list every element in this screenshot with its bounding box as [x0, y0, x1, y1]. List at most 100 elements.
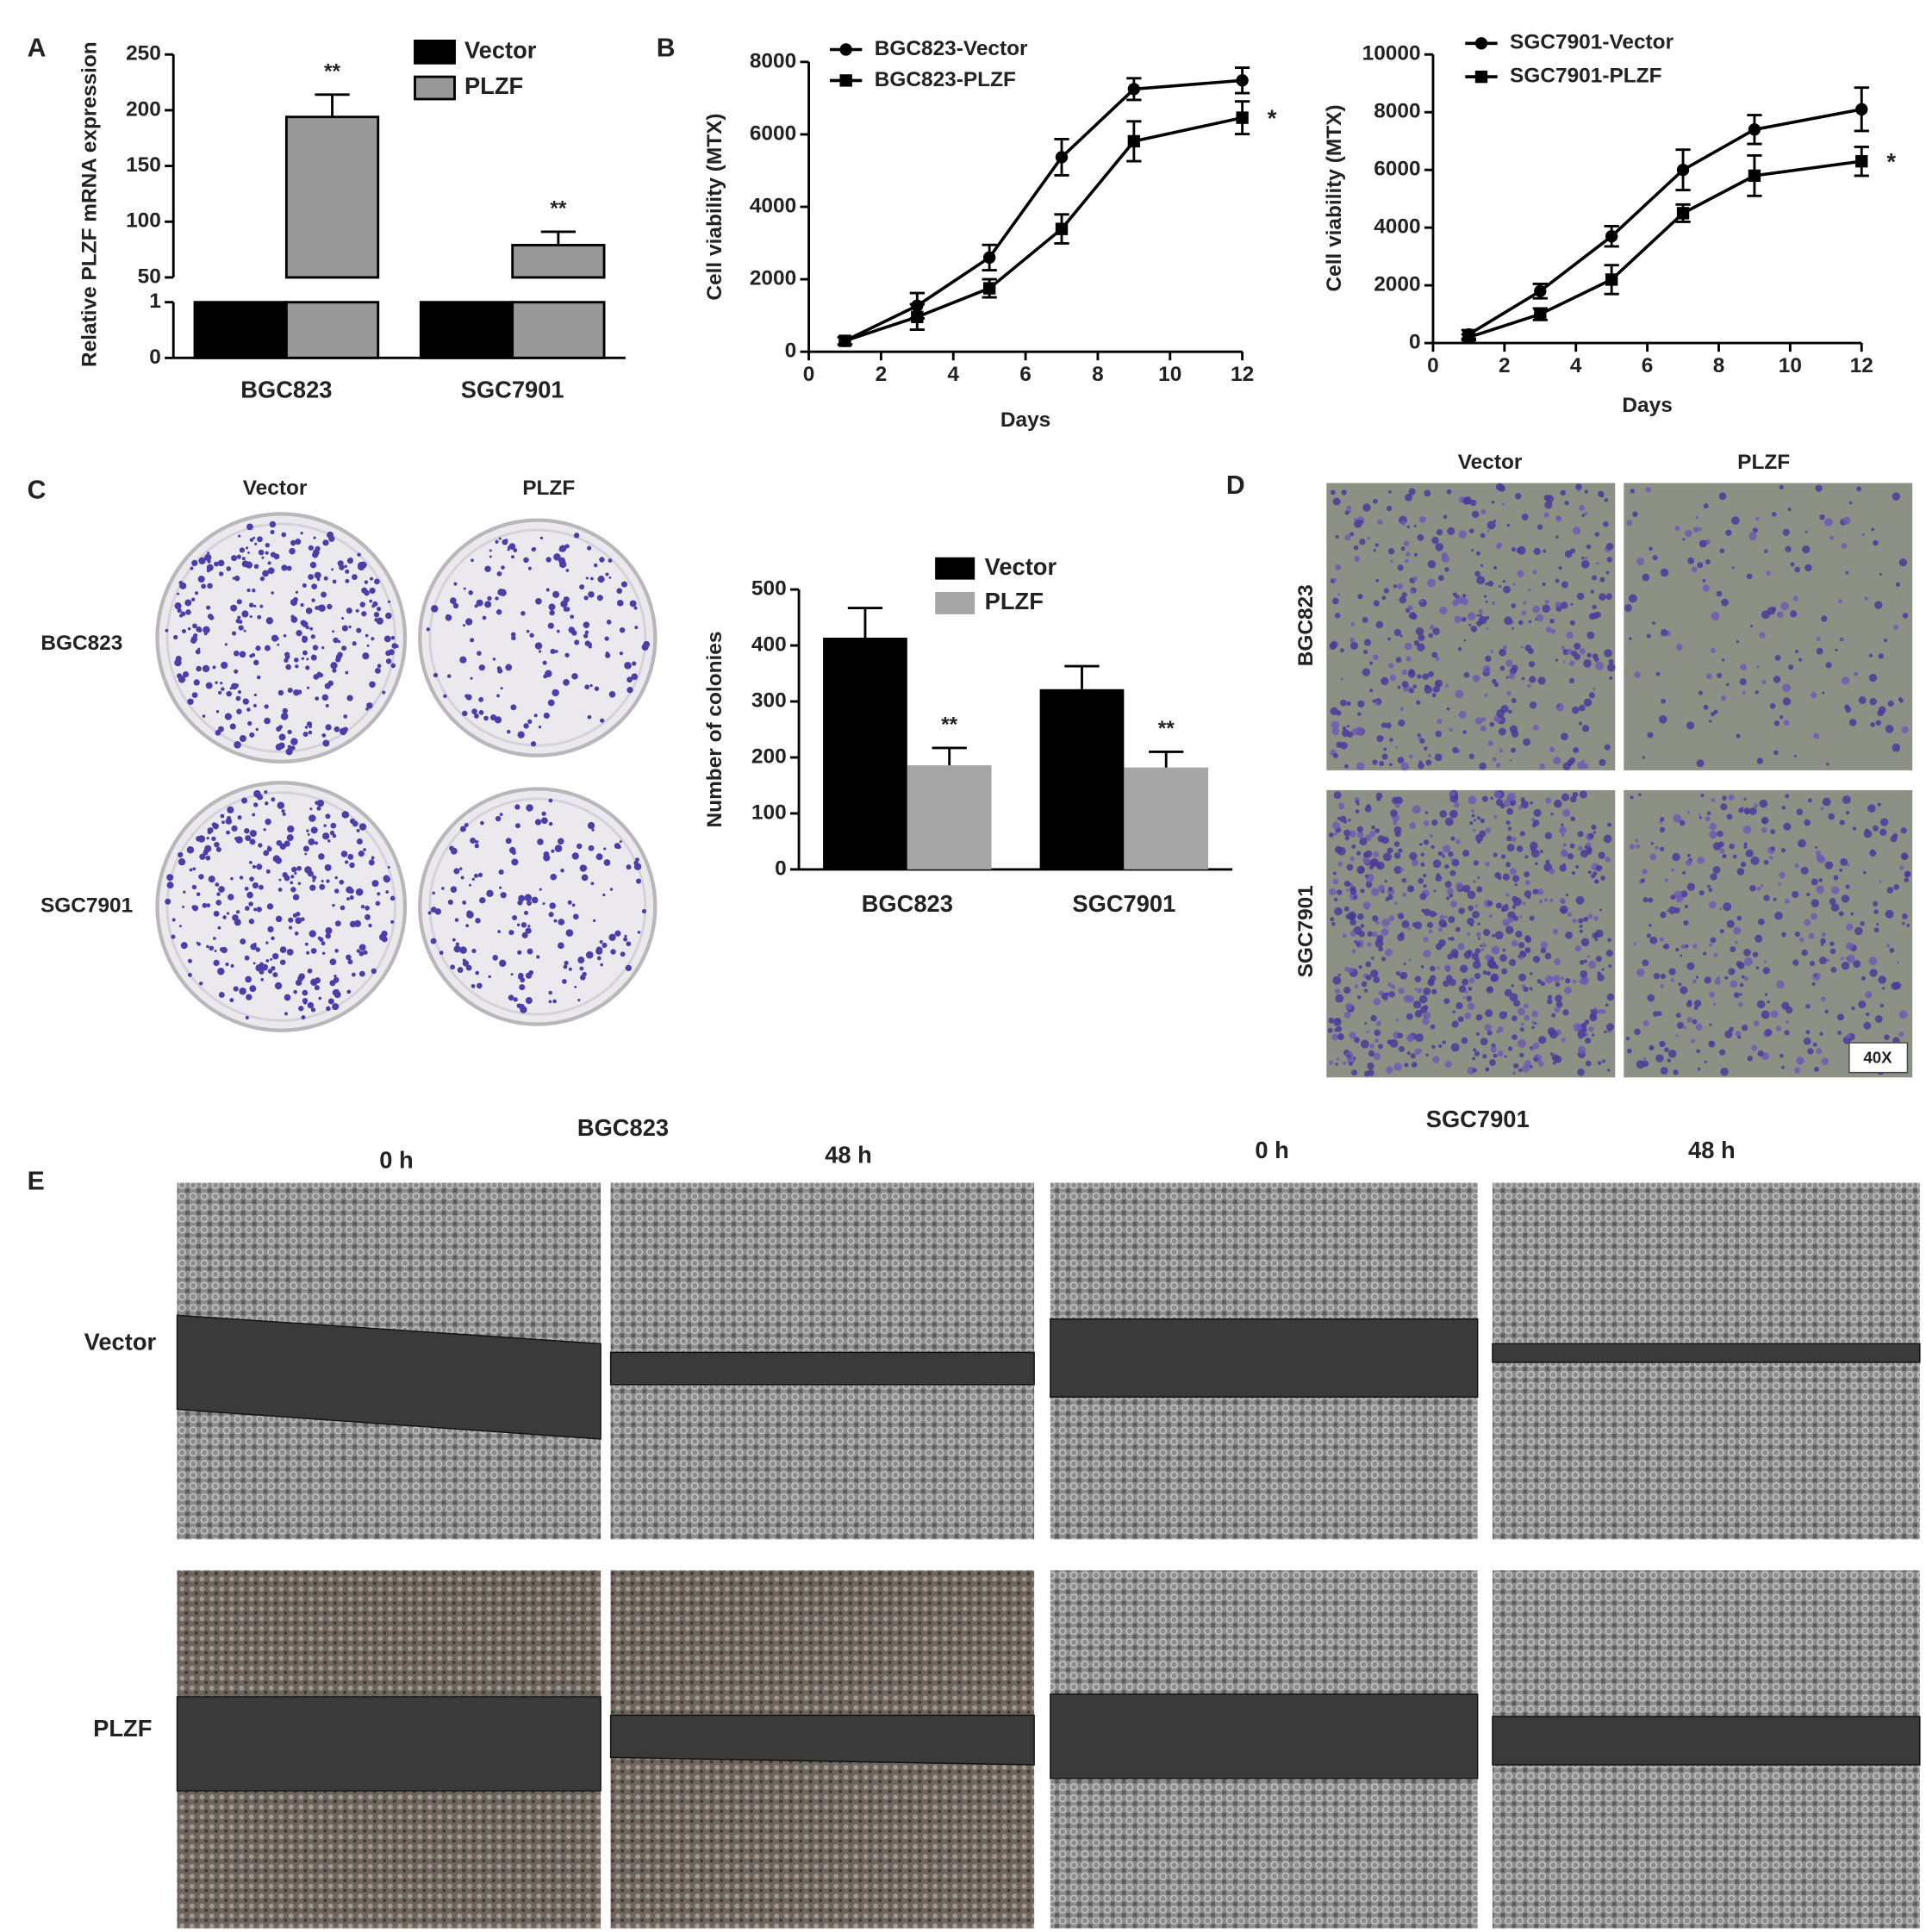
- stained-cell: [1508, 709, 1512, 714]
- stained-cell: [1344, 510, 1349, 515]
- stained-cell: [1427, 560, 1437, 569]
- stained-cell: [1337, 862, 1343, 867]
- stained-cell: [1468, 528, 1474, 534]
- stained-cell: [1447, 527, 1455, 535]
- stained-cell: [1532, 956, 1541, 963]
- colony: [191, 559, 198, 567]
- stained-cell: [1366, 1030, 1369, 1034]
- colony: [265, 543, 271, 548]
- colony: [329, 980, 336, 987]
- stained-cell: [1390, 559, 1393, 564]
- stained-cell: [1446, 489, 1452, 495]
- colony: [363, 950, 368, 955]
- stained-cell: [1506, 523, 1511, 527]
- colony: [599, 939, 603, 944]
- stained-cell: [1845, 884, 1850, 889]
- stained-cell: [1344, 836, 1349, 841]
- stained-cell: [1763, 859, 1769, 865]
- stained-cell: [1505, 820, 1511, 826]
- colony: [492, 955, 499, 961]
- stained-cell: [1509, 725, 1518, 733]
- stained-cell: [1334, 988, 1340, 994]
- stained-cell: [1555, 1000, 1563, 1008]
- colony: [239, 651, 246, 658]
- colony: [285, 664, 291, 670]
- colony: [332, 630, 335, 633]
- colony: [332, 579, 337, 584]
- colony: [548, 603, 556, 611]
- colony: [334, 876, 338, 880]
- stained-cell: [1560, 601, 1568, 609]
- stained-cell: [1659, 1040, 1666, 1048]
- stained-cell: [1466, 995, 1473, 1002]
- stained-cell: [1873, 927, 1879, 933]
- stained-cell: [1632, 511, 1638, 518]
- stained-cell: [1374, 701, 1379, 706]
- stained-cell: [1787, 507, 1792, 511]
- colony: [285, 748, 293, 756]
- colony: [315, 801, 319, 805]
- stained-cell: [1381, 992, 1389, 1000]
- colony: [523, 557, 529, 564]
- stained-cell: [1604, 1030, 1607, 1034]
- legend-label: PLZF: [464, 72, 523, 99]
- stained-cell: [1432, 1056, 1440, 1063]
- stained-cell: [1387, 982, 1393, 988]
- stained-cell: [1493, 1053, 1498, 1058]
- colony: [186, 845, 195, 854]
- stained-cell: [1703, 951, 1707, 956]
- stained-cell: [1755, 516, 1760, 521]
- stained-cell: [1407, 927, 1411, 931]
- stained-cell: [1499, 584, 1502, 589]
- y-tick-label: 4000: [1374, 215, 1420, 239]
- stained-cell: [1544, 599, 1550, 605]
- colony: [539, 650, 542, 653]
- stained-cell: [1889, 947, 1895, 953]
- colony: [600, 963, 603, 967]
- stained-cell: [1684, 904, 1689, 909]
- colony: [208, 564, 211, 568]
- stained-cell: [1480, 564, 1484, 568]
- stained-cell: [1387, 886, 1393, 892]
- stained-cell: [1819, 1031, 1823, 1036]
- colony: [255, 947, 261, 952]
- stained-cell: [1343, 1061, 1346, 1065]
- stained-cell: [1403, 962, 1406, 966]
- stained-cell: [1410, 1053, 1416, 1059]
- colony: [332, 903, 335, 907]
- colony: [271, 952, 279, 960]
- stained-cell: [1773, 750, 1779, 756]
- colony: [265, 818, 271, 826]
- stained-cell: [1695, 1023, 1703, 1031]
- stained-cell: [1813, 732, 1820, 739]
- stained-cell: [1841, 894, 1850, 903]
- colony: [187, 698, 194, 706]
- colony: [486, 889, 494, 897]
- stained-cell: [1583, 512, 1588, 516]
- colony: [496, 694, 500, 698]
- colony: [189, 868, 193, 872]
- stained-cell: [1435, 657, 1440, 662]
- stained-cell: [1486, 627, 1489, 631]
- colony: [459, 656, 467, 664]
- colony: [363, 848, 366, 851]
- colony: [476, 599, 483, 607]
- colony: [309, 930, 316, 938]
- stained-cell: [1676, 1021, 1685, 1030]
- stained-cell: [1531, 823, 1536, 828]
- colony: [361, 611, 367, 617]
- colony: [550, 648, 556, 654]
- stained-cell: [1353, 1056, 1356, 1060]
- colony: [477, 651, 482, 656]
- stained-cell: [1598, 851, 1605, 859]
- stained-cell: [1592, 604, 1597, 610]
- stained-cell: [1399, 932, 1405, 938]
- stained-cell: [1899, 865, 1904, 870]
- stained-cell: [1761, 610, 1770, 620]
- colony: [281, 564, 288, 571]
- colony: [588, 844, 595, 851]
- stained-cell: [1336, 889, 1343, 895]
- stained-cell: [1433, 889, 1437, 893]
- stained-cell: [1406, 1033, 1415, 1043]
- stained-cell: [1533, 547, 1541, 556]
